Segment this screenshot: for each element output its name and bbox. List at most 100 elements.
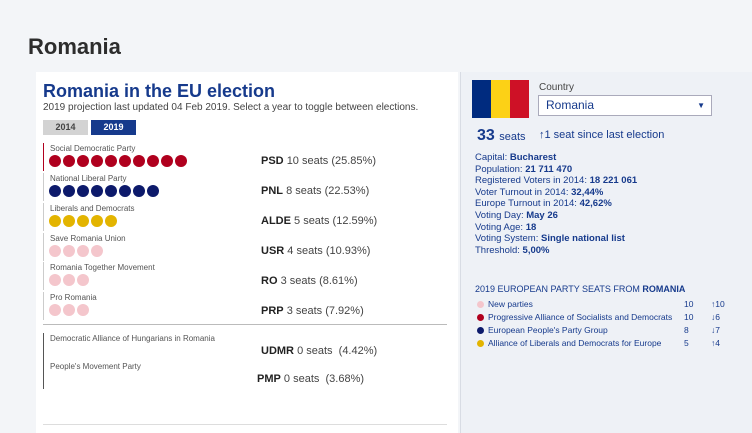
- seat-dot: [91, 185, 103, 197]
- seat-dot: [49, 155, 61, 167]
- flag-stripe-yellow: [491, 80, 510, 118]
- seat-dot: [77, 274, 89, 286]
- seat-dot: [105, 155, 117, 167]
- ep-group-row: European People's Party Group 8 ↓7: [477, 325, 747, 338]
- seat-dot: [49, 304, 61, 316]
- seat-dot: [49, 274, 61, 286]
- divider: [43, 424, 447, 425]
- party-row-alde[interactable]: Liberals and Democrats: [43, 203, 223, 231]
- party-name: Democratic Alliance of Hungarians in Rom…: [50, 334, 215, 343]
- country-select[interactable]: Romania ▼: [538, 95, 712, 116]
- election-subtitle: 2019 projection last updated 04 Feb 2019…: [43, 102, 419, 113]
- party-row-udmr[interactable]: Democratic Alliance of Hungarians in Rom…: [43, 333, 253, 361]
- seat-dot: [63, 185, 75, 197]
- legend-dot-icon: [477, 301, 484, 308]
- year-2014-button[interactable]: 2014: [43, 120, 88, 135]
- seat-dot: [77, 245, 89, 257]
- seat-dot: [91, 215, 103, 227]
- seat-dot: [119, 185, 131, 197]
- seat-dot: [161, 155, 173, 167]
- seat-dots: [49, 185, 159, 197]
- party-seats-prp: PRP 3 seats (7.92%): [261, 305, 364, 317]
- party-name: Social Democratic Party: [50, 144, 136, 153]
- party-seats-alde: ALDE 5 seats (12.59%): [261, 215, 378, 227]
- flag-stripe-blue: [472, 80, 491, 118]
- seat-dot: [77, 215, 89, 227]
- seat-dots: [49, 274, 89, 286]
- fact-europe-turnout: Europe Turnout in 2014: 42,62%: [475, 198, 612, 210]
- country-facts: Capital: Bucharest Population: 21 711 47…: [475, 152, 637, 256]
- party-row-psd[interactable]: Social Democratic Party: [43, 143, 223, 171]
- party-row-ro[interactable]: Romania Together Movement: [43, 262, 223, 290]
- fact-voting-day: Voting Day: May 26: [475, 209, 558, 221]
- ep-seats-heading: 2019 EUROPEAN PARTY SEATS FROM ROMANIA: [475, 284, 686, 294]
- seat-dot: [119, 155, 131, 167]
- party-seats-ro: RO 3 seats (8.61%): [261, 275, 358, 287]
- seat-dot: [91, 245, 103, 257]
- country-label: Country: [539, 82, 575, 93]
- seat-dots: [49, 215, 117, 227]
- party-name: People's Movement Party: [50, 362, 141, 371]
- seat-dot: [147, 185, 159, 197]
- page-title: Romania: [28, 34, 121, 59]
- seat-dot: [49, 185, 61, 197]
- fact-voting-system: Voting System: Single national list: [475, 233, 625, 245]
- seat-dots: [49, 155, 187, 167]
- ep-group-row: Alliance of Liberals and Democrats for E…: [477, 338, 747, 351]
- party-name: Save Romania Union: [50, 234, 126, 243]
- election-title: Romania in the EU election: [43, 81, 276, 101]
- party-name: Romania Together Movement: [50, 263, 155, 272]
- country-panel: Country Romania ▼ 33 seats ↑1 seat since…: [460, 72, 752, 433]
- seat-dot: [147, 155, 159, 167]
- party-name: National Liberal Party: [50, 174, 127, 183]
- chevron-down-icon: ▼: [697, 101, 705, 110]
- party-name: Pro Romania: [50, 293, 97, 302]
- seat-dot: [63, 274, 75, 286]
- seat-dot: [133, 155, 145, 167]
- party-row-usr[interactable]: Save Romania Union: [43, 233, 223, 261]
- fact-capital: Capital: Bucharest: [475, 152, 557, 163]
- ep-group-row: Progressive Alliance of Socialists and D…: [477, 312, 747, 325]
- seat-dot: [105, 215, 117, 227]
- divider: [43, 324, 447, 325]
- seats-total: 33 seats: [477, 127, 526, 144]
- seat-dots: [49, 245, 103, 257]
- fact-voting-age: Voting Age: 18: [475, 221, 537, 233]
- seat-dot: [63, 215, 75, 227]
- party-row-pnl[interactable]: National Liberal Party: [43, 173, 223, 201]
- seat-dot: [91, 155, 103, 167]
- seat-dot: [63, 304, 75, 316]
- party-seats-pmp: PMP 0 seats (3.68%): [257, 373, 365, 385]
- romania-flag-icon: [472, 80, 529, 118]
- year-2019-button[interactable]: 2019: [91, 120, 136, 135]
- seats-change: ↑1 seat since last election: [539, 129, 665, 141]
- legend-dot-icon: [477, 340, 484, 347]
- country-select-value: Romania: [546, 98, 595, 112]
- party-seats-psd: PSD 10 seats (25.85%): [261, 155, 376, 167]
- seat-dots: [49, 304, 89, 316]
- election-panel: Romania in the EU election 2019 projecti…: [36, 72, 458, 433]
- party-name: Liberals and Democrats: [50, 204, 135, 213]
- seat-dot: [49, 245, 61, 257]
- legend-dot-icon: [477, 314, 484, 321]
- seat-dot: [77, 155, 89, 167]
- party-seats-usr: USR 4 seats (10.93%): [261, 245, 371, 257]
- seat-dot: [105, 185, 117, 197]
- party-row-pmp[interactable]: People's Movement Party: [43, 361, 253, 389]
- seat-dot: [77, 185, 89, 197]
- seat-dot: [175, 155, 187, 167]
- seat-dot: [77, 304, 89, 316]
- seat-dot: [63, 245, 75, 257]
- party-seats-pnl: PNL 8 seats (22.53%): [261, 185, 370, 197]
- fact-registered-voters: Registered Voters in 2014: 18 221 061: [475, 175, 638, 187]
- seat-dot: [63, 155, 75, 167]
- seat-dot: [49, 215, 61, 227]
- fact-population: Population: 21 711 470: [475, 163, 573, 175]
- ep-groups-list: New parties 10 ↑10 Progressive Alliance …: [477, 299, 747, 351]
- fact-voter-turnout: Voter Turnout in 2014: 32,44%: [475, 186, 604, 198]
- legend-dot-icon: [477, 327, 484, 334]
- party-row-prp[interactable]: Pro Romania: [43, 292, 223, 320]
- ep-group-row: New parties 10 ↑10: [477, 299, 747, 312]
- party-seats-udmr: UDMR 0 seats (4.42%): [261, 345, 378, 357]
- fact-threshold: Threshold: 5,00%: [475, 244, 550, 256]
